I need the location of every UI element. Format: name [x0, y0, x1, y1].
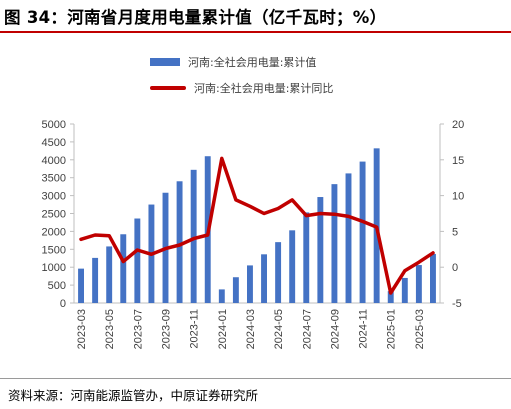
x-tick-label-6: 2024-03 — [245, 309, 257, 349]
x-tick-label-0: 2023-03 — [76, 309, 88, 349]
line-point-2025-01 — [390, 292, 392, 294]
y-left-tick-label-5: 2500 — [42, 209, 66, 221]
legend: 河南:全社会用电量:累计值 河南:全社会用电量:累计同比 — [150, 52, 333, 98]
line-point-2024-01 — [221, 157, 223, 159]
y-left-tick-label-9: 4500 — [42, 137, 66, 149]
line-point-2023-04 — [94, 234, 96, 236]
bar-2024-11 — [359, 161, 366, 303]
bar-2024-04 — [261, 254, 267, 303]
line-point-2023-09 — [165, 248, 166, 250]
bar-2024-08 — [317, 197, 324, 303]
x-tick-label-4: 2023-11 — [189, 309, 201, 349]
legend-bar-swatch — [150, 58, 180, 66]
bar-2024-07 — [303, 212, 310, 303]
x-tick-label-8: 2024-07 — [301, 309, 313, 349]
line-point-2024-10 — [348, 215, 349, 217]
line-point-2023-12 — [207, 234, 209, 236]
bar-2025-01 — [387, 291, 394, 303]
line-point-2024-12 — [376, 226, 378, 228]
labels-layer: 0 500 1000 1500 2000 2500 3000 3500 4000 4500 5000… — [42, 119, 465, 349]
line-point-2025-02 — [404, 270, 406, 272]
bar-2023-11 — [190, 169, 197, 303]
x-tick-label-7: 2024-05 — [273, 309, 285, 349]
bars-layer — [78, 148, 436, 303]
bar-2025-04 — [430, 253, 436, 303]
y-left-tick-label-1: 500 — [48, 280, 66, 292]
figure-title: 图 34：河南省月度用电量累计值（亿千瓦时；%） — [4, 8, 387, 27]
line-point-2023-03 — [80, 238, 82, 240]
x-tick-label-3: 2023-09 — [161, 309, 173, 349]
y-right-tick-label-3: 10 — [452, 191, 464, 203]
title-rule — [0, 31, 511, 33]
x-tick-label-1: 2023-05 — [104, 309, 116, 349]
y-left-tick-label-3: 1500 — [42, 244, 66, 256]
line-point-2023-05 — [108, 235, 110, 237]
x-tick-label-12: 2025-03 — [414, 309, 426, 349]
source-note: 资料来源：河南能源监管办，中原证券研究所 — [8, 388, 259, 403]
legend-item-line-series: 河南:全社会用电量:累计同比 — [150, 78, 333, 98]
legend-bar-label: 河南:全社会用电量:累计值 — [188, 56, 317, 69]
y-left-tick-label-10: 5000 — [42, 119, 66, 131]
y-right-tick-label-5: 20 — [452, 119, 464, 131]
bar-2025-03 — [415, 265, 422, 303]
x-tick-label-9: 2024-09 — [329, 309, 341, 349]
bar-2024-06 — [289, 230, 296, 303]
y-left-tick-label-0: 0 — [60, 298, 66, 310]
line-point-2024-04 — [263, 213, 265, 214]
bar-2023-10 — [176, 181, 183, 303]
y-left-tick-label-7: 3500 — [42, 173, 66, 185]
bar-2024-05 — [275, 242, 282, 303]
line-point-2024-09 — [333, 213, 335, 215]
bar-2023-07 — [134, 218, 141, 303]
bar-2025-02 — [401, 277, 408, 303]
y-right-tick-label-0: -5 — [452, 298, 462, 310]
line-point-2023-08 — [150, 253, 152, 255]
line-point-2024-07 — [305, 215, 307, 217]
line-point-2024-11 — [362, 220, 364, 222]
legend-item-bar-series: 河南:全社会用电量:累计值 — [150, 52, 333, 72]
x-tick-label-5: 2024-01 — [217, 309, 229, 349]
line-point-2023-07 — [136, 249, 138, 251]
y-left-tick-label-6: 3000 — [42, 191, 66, 203]
line-point-2023-11 — [193, 238, 195, 240]
y-left-tick-label-2: 1000 — [42, 262, 66, 274]
x-tick-label-11: 2025-01 — [386, 309, 398, 349]
line-point-2023-06 — [122, 260, 124, 262]
y-right-tick-label-2: 5 — [452, 226, 458, 238]
y-right-tick-label-4: 15 — [452, 155, 464, 167]
source-rule — [0, 378, 511, 379]
y-right-tick-label-1: 0 — [452, 262, 458, 274]
combo-chart: 0 500 1000 1500 2000 2500 3000 3500 4000 4500 5000… — [42, 119, 465, 349]
line-point-2023-10 — [179, 244, 181, 246]
line-point-2024-05 — [277, 207, 279, 209]
line-point-2024-03 — [249, 205, 251, 207]
bar-2024-09 — [331, 184, 338, 303]
line-point-2025-04 — [432, 252, 434, 254]
legend-line-swatch — [150, 86, 186, 90]
bar-2023-06 — [120, 234, 127, 303]
y-left-tick-label-8: 4000 — [42, 155, 66, 167]
line-point-2024-08 — [319, 213, 321, 214]
bar-2024-03 — [247, 265, 253, 303]
line-point-2024-06 — [291, 199, 293, 201]
bar-2024-01 — [218, 289, 225, 303]
line-layer — [79, 156, 435, 295]
x-tick-label-2: 2023-07 — [132, 309, 144, 349]
bar-2023-03 — [78, 268, 84, 303]
x-tick-label-10: 2024-11 — [358, 309, 370, 349]
y-left-tick-label-4: 2000 — [42, 226, 66, 238]
legend-line-label: 河南:全社会用电量:累计同比 — [194, 82, 334, 95]
line-point-2025-03 — [418, 261, 420, 263]
bar-2024-02 — [232, 277, 239, 303]
bar-2023-05 — [106, 246, 113, 303]
bar-2023-04 — [92, 257, 99, 303]
yoy-growth-line — [79, 156, 435, 295]
bar-2024-10 — [345, 173, 352, 303]
line-point-2024-02 — [235, 199, 237, 201]
